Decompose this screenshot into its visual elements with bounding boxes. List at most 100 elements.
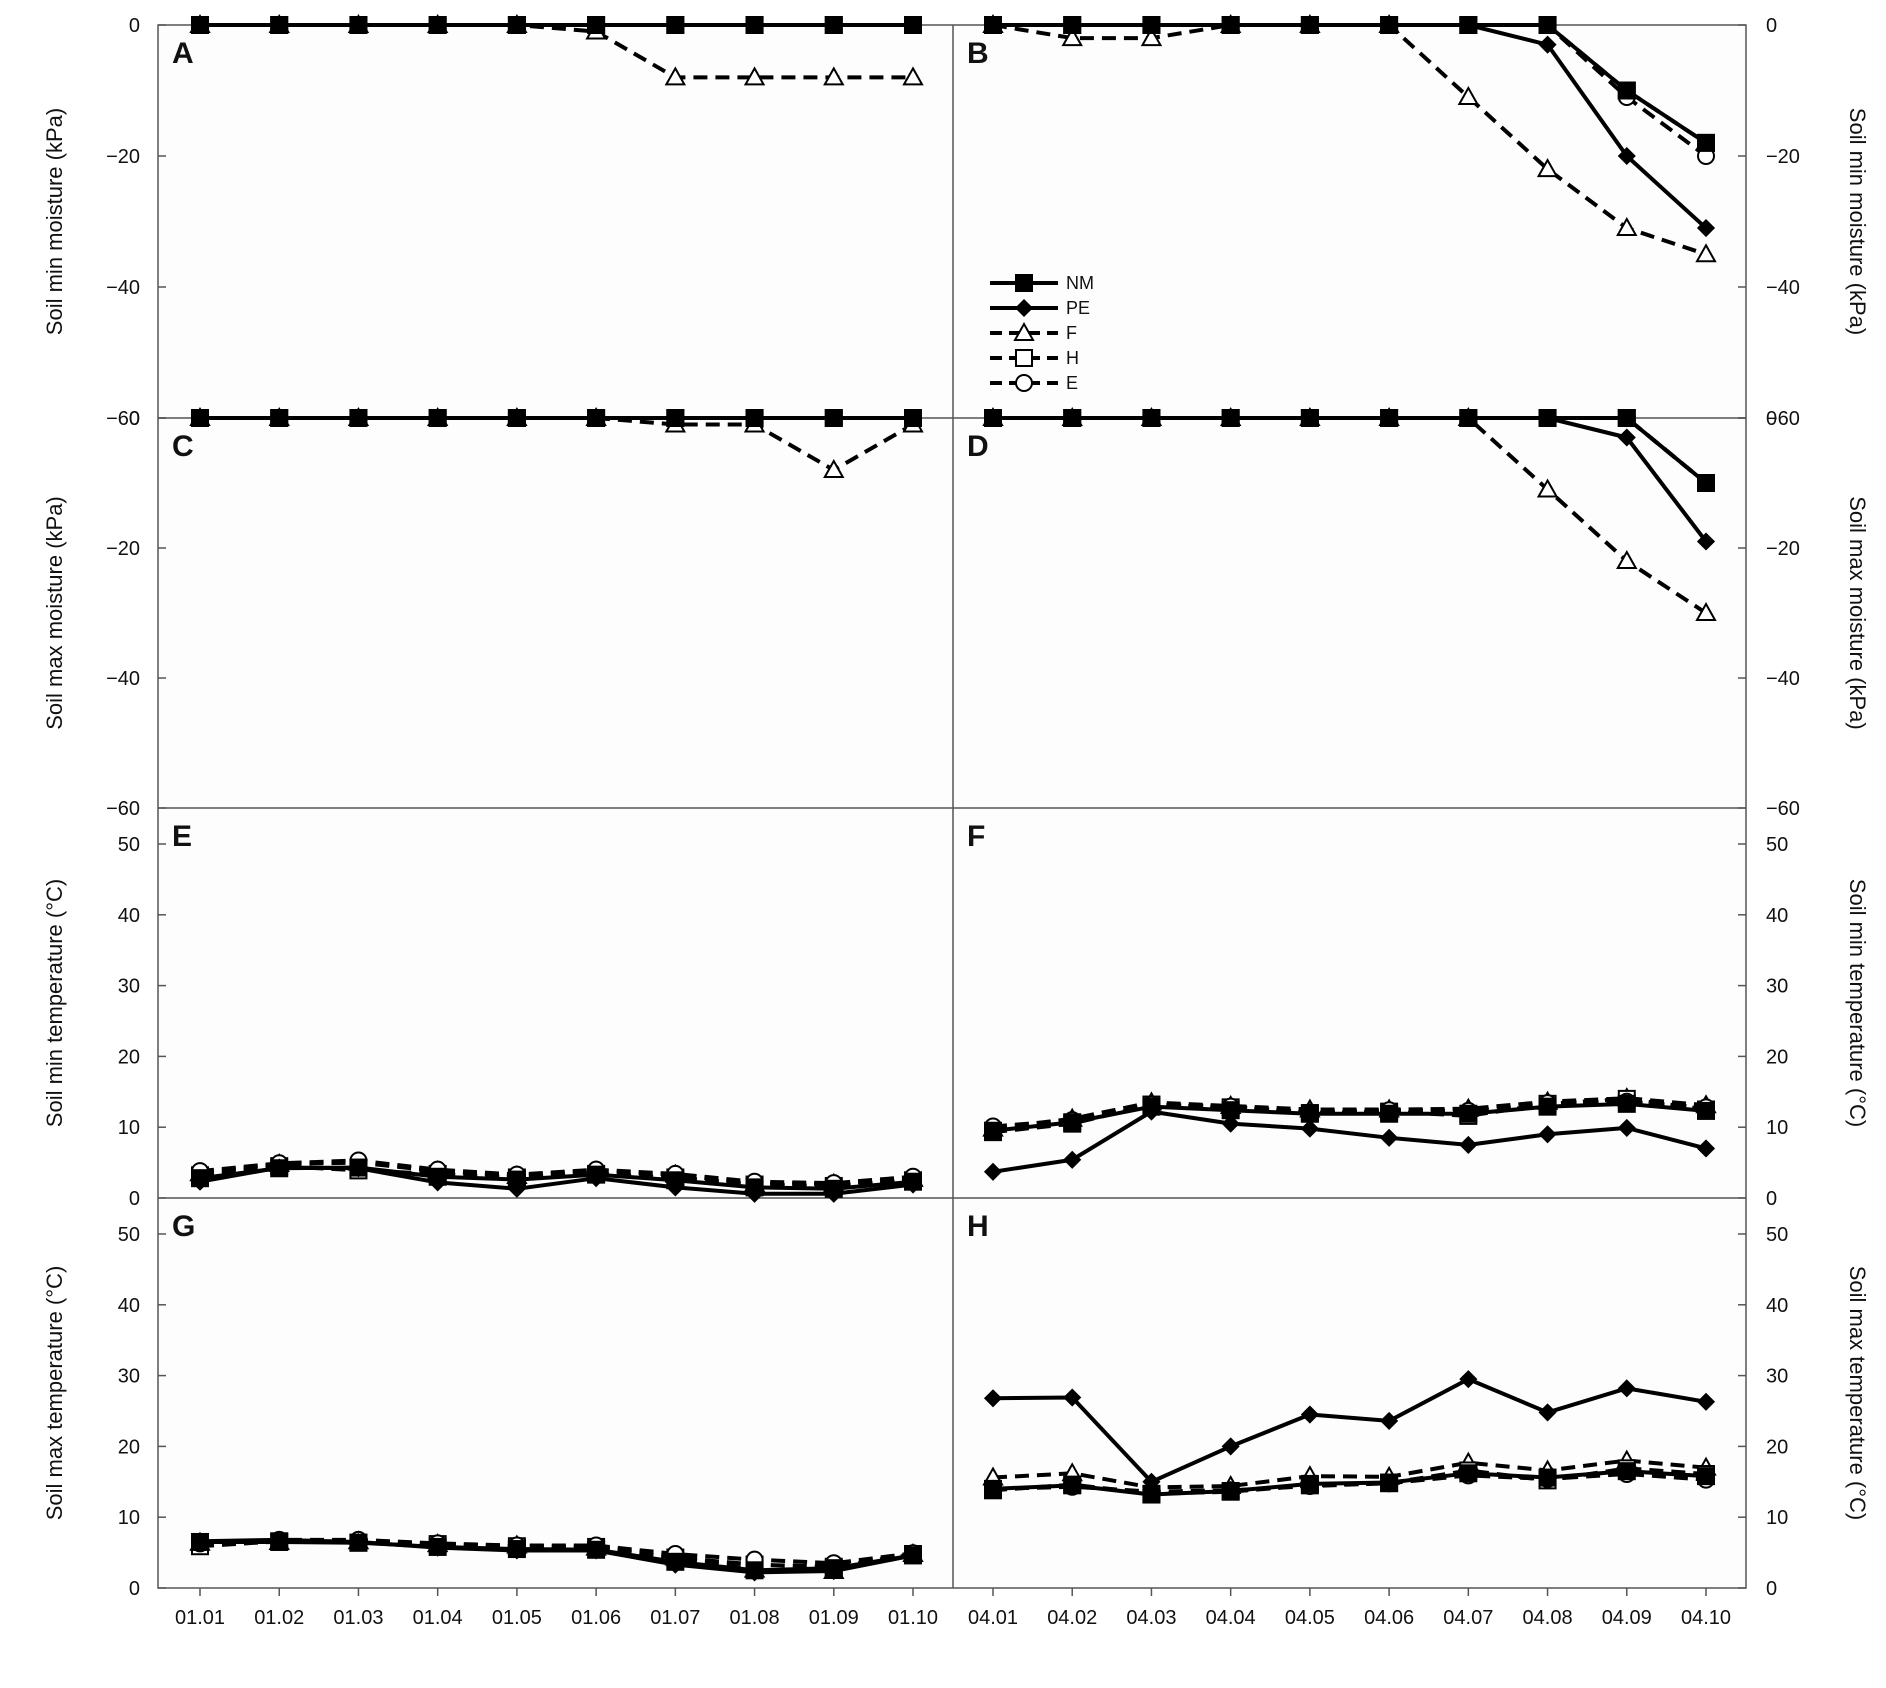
y-axis-title: Soil min temperature (°C) [1845,879,1870,1127]
y-axis-title: Soil min moisture (kPa) [1845,108,1870,335]
data-point-PE [903,1546,923,1565]
x-tick-label: 04.03 [1126,1607,1176,1629]
x-tick-label: 01.01 [175,1607,225,1629]
series-line-F [992,1458,1707,1490]
data-point-NM [1221,1482,1240,1501]
data-point-F [1695,601,1717,621]
data-point-PE [1300,15,1319,35]
x-tick-label: 04.05 [1285,1607,1335,1629]
y-tick-label: −40 [106,277,140,299]
panel-letter: F [967,820,985,853]
panel-letter: C [172,430,194,463]
series-line-E [992,1099,1707,1129]
data-point-NM [1538,16,1557,34]
panel-letter: B [967,37,989,70]
legend-label: PE [1066,298,1090,318]
data-point-NM [1380,1104,1399,1123]
data-point-NM [1617,81,1636,100]
data-point-F [1695,243,1717,263]
data-point-PE [824,408,843,428]
data-point-PE [745,408,764,428]
series-line-NM [992,1469,1707,1497]
x-tick-label: 04.06 [1364,1607,1414,1629]
panel-letter: E [172,820,192,853]
legend-marker-NM [1015,274,1033,292]
data-point-PE [1063,15,1082,35]
data-point-F [1457,86,1480,106]
panel-G: 0 10 20 30 40 50 Soil max temperature (°C) G 01.… [42,1210,938,1629]
plot-frame [157,24,1747,1589]
y-axis-title: Soil max moisture (kPa) [42,496,67,730]
data-point-PE [666,1555,685,1574]
data-point-F [664,66,687,86]
panel-C: 0 −20 −40 −60 Soil max moisture (kPa) C [42,406,924,820]
data-point-F [902,66,924,86]
x-tick-label: 04.02 [1047,1607,1097,1629]
x-tick-label: 01.02 [254,1607,304,1629]
y-tick-label: 20 [1766,1436,1788,1458]
data-point-PE [1538,1125,1557,1144]
data-point-PE [270,1158,289,1177]
data-point-PE [190,1532,210,1551]
data-point-PE [1221,408,1240,428]
data-point-PE [1459,1135,1478,1154]
panel-H: 0 10 20 30 40 50 Soil max temperature (°C) H 04.… [967,1210,1870,1629]
data-point-F [1140,27,1163,47]
y-tick-label: −60 [106,408,140,430]
x-tick-label: 04.07 [1443,1607,1493,1629]
series-PE [983,1102,1716,1181]
series-line-E [199,1158,914,1186]
y-tick-label: 40 [1766,905,1788,927]
data-point-PE [1617,146,1636,166]
data-point-PE [1617,1379,1636,1398]
data-point-NM [984,1121,1002,1140]
y-axis-title: Soil max moisture (kPa) [1845,496,1870,730]
y-tick-label: 30 [1766,1366,1788,1388]
y-axis-title: Soil min temperature (°C) [42,879,67,1127]
panel-letter: D [967,430,989,463]
series-line-PE [993,416,1708,543]
series-PE [190,1158,923,1203]
data-point-PE [1696,532,1716,551]
data-point-PE [428,1173,447,1192]
data-point-PE [1063,1388,1082,1407]
data-point-PE [1459,408,1478,428]
data-point-PE [903,15,923,35]
legend-item-PE: PE [990,298,1090,318]
panel-letter: A [172,37,194,70]
series-NM [984,1462,1715,1504]
data-point-F [743,66,766,86]
y-tick-label: 50 [1766,1224,1788,1246]
data-point-PE [1696,218,1716,238]
data-point-NM [1697,1101,1715,1120]
data-point-PE [428,15,447,35]
legend-item-E: E [990,373,1078,393]
data-point-PE [666,1178,685,1197]
panel-A: 0 −20 −40 −60 Soil min moisture (kPa) A [42,13,924,430]
x-tick-label: 01.07 [650,1607,700,1629]
data-point-F [1616,549,1638,569]
data-point-PE [190,15,210,35]
series-PE [983,1370,1716,1491]
data-point-PE [1459,15,1478,35]
data-point-NM [1459,1104,1478,1123]
y-tick-label: 0 [1766,1188,1777,1210]
data-point-PE [1696,1392,1716,1411]
y-tick-label: 50 [118,834,140,856]
data-point-NM [1300,1104,1319,1123]
y-tick-label: 0 [1766,1578,1777,1600]
data-point-PE [587,408,606,428]
x-tick-label: 04.08 [1523,1607,1573,1629]
series-PE [190,1530,923,1582]
data-point-PE [1380,408,1399,428]
data-point-PE [270,15,289,35]
data-point-PE [1300,408,1319,428]
data-point-NM [1063,1476,1082,1495]
data-point-PE [1538,1403,1557,1422]
data-point-PE [270,1530,289,1549]
series-PE [983,15,1716,238]
y-tick-label: 30 [118,1366,140,1388]
y-tick-label: 10 [1766,1507,1788,1529]
y-tick-label: 0 [129,1578,140,1600]
y-tick-label: 20 [118,1046,140,1068]
